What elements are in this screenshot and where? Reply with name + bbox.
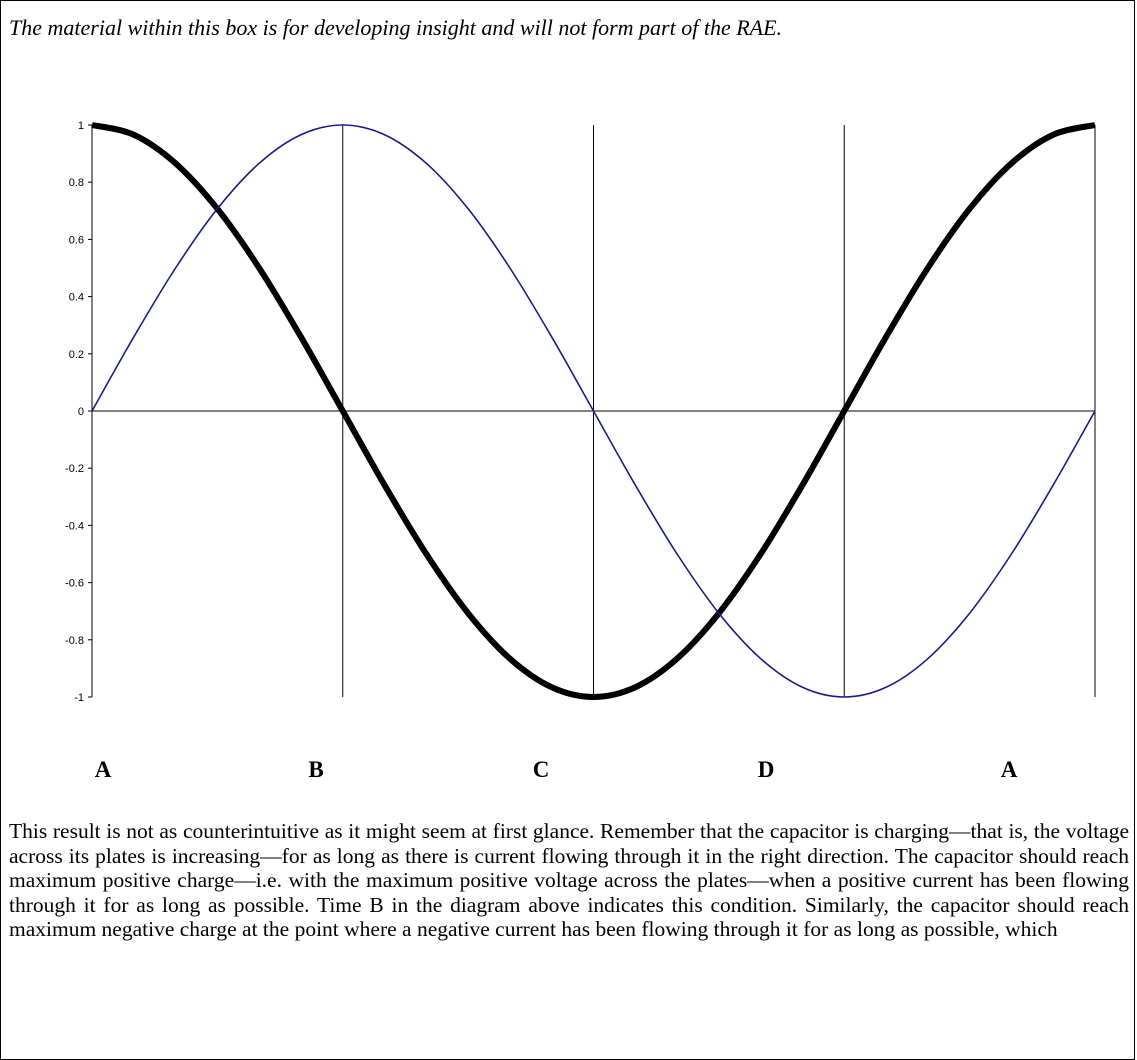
y-tick-label-4: 0.2 xyxy=(69,349,84,361)
series-thick-black-curve xyxy=(91,122,1096,700)
series-thin-blue-curve xyxy=(91,124,1096,698)
y-tick-label-9: -0.8 xyxy=(65,635,84,647)
explanation-paragraph: This result is not as counterintuitive a… xyxy=(9,819,1129,942)
y-tick-label-10: -1 xyxy=(74,692,84,704)
time-marker-c: C xyxy=(532,757,550,782)
time-marker-a-end: A xyxy=(1000,757,1018,782)
waveform-chart: 1 0.8 0.6 0.4 0.2 0 -0.2 -0.4 -0.6 -0.8 -1 xyxy=(65,120,1096,704)
insight-note: The material within this box is for deve… xyxy=(9,15,783,40)
y-tick-label-0: 1 xyxy=(78,120,84,132)
y-tick-label-3: 0.4 xyxy=(69,292,84,304)
y-tick-label-5: 0 xyxy=(78,406,84,418)
time-marker-d: D xyxy=(757,757,775,782)
y-tick-label-7: -0.4 xyxy=(65,520,84,532)
time-marker-a-start: A xyxy=(94,757,112,782)
y-tick-label-1: 0.8 xyxy=(69,177,84,189)
time-marker-b: B xyxy=(308,757,324,782)
y-tick-label-8: -0.6 xyxy=(65,578,84,590)
y-tick-label-2: 0.6 xyxy=(69,234,84,246)
y-tick-label-6: -0.2 xyxy=(65,463,84,475)
